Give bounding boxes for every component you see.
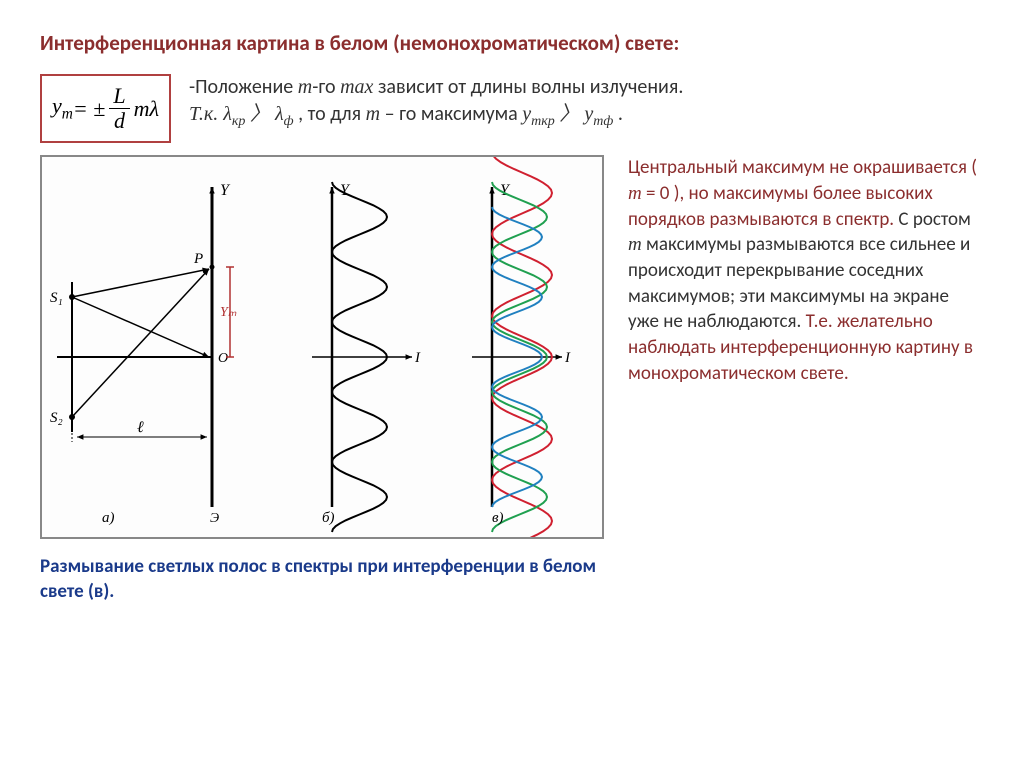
diagram-frame: YЭS₁S₂POYₘℓа)YIб)YIв) xyxy=(40,155,604,539)
formula-description: -Положение m-го max зависит от длины вол… xyxy=(189,74,683,132)
svg-text:O: O xyxy=(218,351,228,366)
svg-text:Y: Y xyxy=(220,182,231,199)
svg-text:Yₘ: Yₘ xyxy=(220,305,237,320)
svg-text:P: P xyxy=(193,251,203,267)
formula-box: ym = ± L d mλ xyxy=(40,74,171,143)
svg-text:I: I xyxy=(564,350,571,366)
svg-text:Э: Э xyxy=(210,511,219,526)
svg-text:б): б) xyxy=(322,510,335,526)
svg-text:I: I xyxy=(414,350,421,366)
interference-diagram: YЭS₁S₂POYₘℓа)YIб)YIв) xyxy=(42,157,602,537)
svg-text:S₂: S₂ xyxy=(50,410,63,426)
svg-text:S₁: S₁ xyxy=(50,290,63,306)
page-title: Интерференционная картина в белом (немон… xyxy=(40,30,984,56)
diagram-caption: Размывание светлых полос в спектры при и… xyxy=(40,555,604,604)
svg-text:ℓ: ℓ xyxy=(137,419,144,436)
explanation-text: Центральный максимум не окрашивается ( m… xyxy=(628,155,984,604)
svg-text:а): а) xyxy=(102,510,115,526)
main-area: YЭS₁S₂POYₘℓа)YIб)YIв) Размывание светлых… xyxy=(40,155,984,604)
svg-text:в): в) xyxy=(492,510,504,526)
formula-row: ym = ± L d mλ -Положение m-го max зависи… xyxy=(40,74,984,143)
